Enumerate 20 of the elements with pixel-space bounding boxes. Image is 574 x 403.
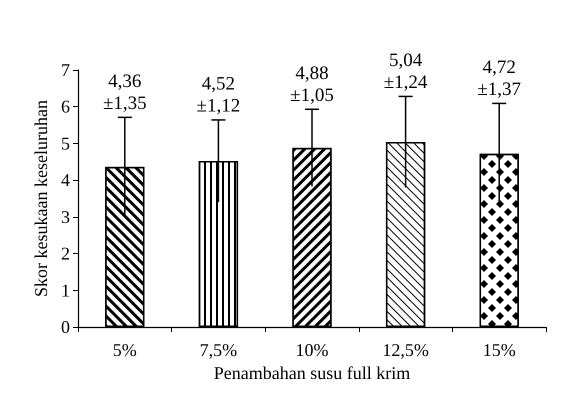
y-tick-label: 1 [61, 280, 70, 300]
y-tick-label: 3 [61, 206, 70, 227]
x-tick-label: 7,5% [200, 340, 238, 360]
data-label: 4,88 ±1,05 [290, 62, 334, 106]
data-label: 4,72 ±1,37 [477, 56, 522, 100]
y-tick-label: 7 [61, 60, 70, 80]
x-tick-label: 12,5% [382, 340, 429, 360]
data-label: 4,52 ±1,12 [196, 73, 240, 116]
y-tick-label: 0 [61, 317, 70, 337]
data-label: 5,04 ±1,24 [384, 50, 428, 93]
y-tick-label: 2 [61, 244, 70, 264]
x-tick-label: 15% [482, 340, 516, 360]
y-axis-title: Skor kesukaan keseluruhan [31, 100, 52, 297]
x-tick-label: 5% [112, 340, 137, 360]
y-tick-label: 6 [61, 96, 70, 117]
x-tick-label: 10% [296, 340, 328, 360]
y-tick-label: 4 [61, 170, 70, 190]
x-axis-title: Penambahan susu full krim [214, 362, 410, 383]
data-label: 4,36 ±1,35 [102, 70, 147, 114]
y-tick-label: 5 [61, 133, 70, 154]
